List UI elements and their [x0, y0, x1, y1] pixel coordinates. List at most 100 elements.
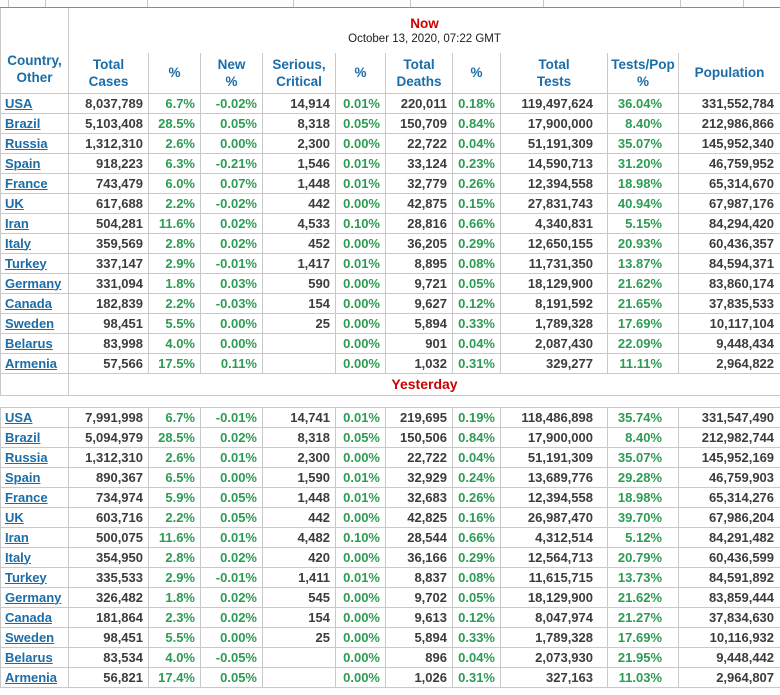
country-link[interactable]: Belarus: [5, 335, 53, 351]
tests-pop-pct-cell: 17.69%: [607, 627, 679, 648]
table-row: Belarus 83,998 4.0% 0.00% 0.00% 901 0.04…: [0, 333, 780, 354]
total-cases-cell: 83,534: [68, 647, 149, 668]
now-section-rows: USA 8,037,789 6.7% -0.02% 14,914 0.01% 2…: [0, 93, 780, 374]
country-link[interactable]: Spain: [5, 155, 41, 171]
new-pct-cell: -0.21%: [200, 153, 263, 174]
column-header-total-deaths: Total Deaths: [385, 53, 453, 94]
country-link[interactable]: UK: [5, 195, 24, 211]
deaths-pct-cell: 0.31%: [452, 667, 501, 688]
country-link[interactable]: Turkey: [5, 255, 47, 271]
deaths-pct-cell: 0.05%: [452, 587, 501, 608]
country-link[interactable]: USA: [5, 95, 33, 111]
serious-critical-cell: 1,546: [262, 153, 336, 174]
serious-critical-cell: 1,411: [262, 567, 336, 588]
deaths-pct-cell: 0.04%: [452, 447, 501, 468]
yesterday-section-banner: Yesterday: [68, 373, 780, 396]
new-pct-cell: 0.11%: [200, 353, 263, 374]
table-row: Russia 1,312,310 2.6% 0.00% 2,300 0.00% …: [0, 133, 780, 154]
country-link[interactable]: UK: [5, 509, 24, 525]
population-cell: 83,859,444: [678, 587, 780, 608]
new-pct-cell: -0.03%: [200, 293, 263, 314]
table-row: Brazil 5,094,979 28.5% 0.02% 8,318 0.05%…: [0, 427, 780, 448]
country-cell: UK: [0, 193, 69, 214]
country-link[interactable]: Brazil: [5, 429, 41, 445]
country-link[interactable]: Sweden: [5, 629, 55, 645]
country-link[interactable]: Canada: [5, 295, 52, 311]
column-header-total-cases: Total Cases: [68, 53, 149, 94]
serious-pct-cell: 0.01%: [335, 567, 386, 588]
new-pct-cell: 0.05%: [200, 487, 263, 508]
country-link[interactable]: USA: [5, 409, 33, 425]
population-cell: 67,986,204: [678, 507, 780, 528]
country-link[interactable]: Turkey: [5, 569, 47, 585]
serious-pct-cell: 0.00%: [335, 193, 386, 214]
cases-pct-cell: 17.4%: [148, 667, 201, 688]
country-link[interactable]: Armenia: [5, 355, 58, 371]
tests-pop-pct-cell: 20.93%: [607, 233, 679, 254]
country-link[interactable]: Belarus: [5, 649, 53, 665]
new-pct-cell: 0.03%: [200, 273, 263, 294]
country-link[interactable]: Armenia: [5, 669, 58, 685]
total-deaths-cell: 5,894: [385, 627, 453, 648]
country-link[interactable]: France: [5, 489, 48, 505]
tests-pop-pct-cell: 21.27%: [607, 607, 679, 628]
serious-pct-cell: 0.00%: [335, 313, 386, 334]
country-link[interactable]: Italy: [5, 235, 32, 251]
country-link[interactable]: Germany: [5, 275, 62, 291]
new-pct-cell: 0.05%: [200, 667, 263, 688]
new-pct-cell: 0.05%: [200, 113, 263, 134]
new-pct-cell: -0.02%: [200, 93, 263, 114]
grid-line: [293, 0, 294, 7]
total-deaths-cell: 8,895: [385, 253, 453, 274]
serious-critical-cell: 4,482: [262, 527, 336, 548]
section-spacer: [0, 395, 780, 408]
population-cell: 9,448,434: [678, 333, 780, 354]
serious-pct-cell: 0.05%: [335, 113, 386, 134]
country-link[interactable]: Brazil: [5, 115, 41, 131]
population-cell: 212,986,866: [678, 113, 780, 134]
population-cell: 331,547,490: [678, 407, 780, 428]
population-cell: 2,964,822: [678, 353, 780, 374]
country-cell: Spain: [0, 467, 69, 488]
country-link[interactable]: France: [5, 175, 48, 191]
tests-pop-pct-cell: 36.04%: [607, 93, 679, 114]
table-row: France 734,974 5.9% 0.05% 1,448 0.01% 32…: [0, 487, 780, 508]
country-link[interactable]: Sweden: [5, 315, 55, 331]
country-cell: Turkey: [0, 567, 69, 588]
tests-pop-pct-cell: 18.98%: [607, 173, 679, 194]
total-tests-cell: 4,340,831: [500, 213, 608, 234]
total-tests-cell: 2,087,430: [500, 333, 608, 354]
total-cases-cell: 354,950: [68, 547, 149, 568]
country-link[interactable]: Canada: [5, 609, 52, 625]
tests-pop-pct-cell: 35.07%: [607, 447, 679, 468]
country-link[interactable]: Russia: [5, 449, 48, 465]
total-deaths-cell: 901: [385, 333, 453, 354]
table-row: Italy 359,569 2.8% 0.02% 452 0.00% 36,20…: [0, 233, 780, 254]
country-link[interactable]: Italy: [5, 549, 32, 565]
population-cell: 37,834,630: [678, 607, 780, 628]
tests-pop-pct-cell: 21.62%: [607, 587, 679, 608]
tests-pop-pct-cell: 8.40%: [607, 427, 679, 448]
grid-line: [743, 0, 744, 7]
total-deaths-cell: 36,205: [385, 233, 453, 254]
country-link[interactable]: Iran: [5, 215, 29, 231]
deaths-pct-cell: 0.18%: [452, 93, 501, 114]
country-link[interactable]: Russia: [5, 135, 48, 151]
yesterday-banner-row: Yesterday: [0, 373, 780, 396]
country-link[interactable]: Spain: [5, 469, 41, 485]
population-cell: 84,591,892: [678, 567, 780, 588]
table-row: Turkey 335,533 2.9% -0.01% 1,411 0.01% 8…: [0, 567, 780, 588]
yesterday-section-rows: USA 7,991,998 6.7% -0.01% 14,741 0.01% 2…: [0, 407, 780, 688]
population-cell: 331,552,784: [678, 93, 780, 114]
population-cell: 67,987,176: [678, 193, 780, 214]
country-link[interactable]: Iran: [5, 529, 29, 545]
total-tests-cell: 12,394,558: [500, 173, 608, 194]
total-cases-cell: 83,998: [68, 333, 149, 354]
table-row: Italy 354,950 2.8% 0.02% 420 0.00% 36,16…: [0, 547, 780, 568]
total-cases-cell: 331,094: [68, 273, 149, 294]
cases-pct-cell: 1.8%: [148, 273, 201, 294]
country-link[interactable]: Germany: [5, 589, 62, 605]
country-stats-table: Country, Other Now October 13, 2020, 07:…: [0, 8, 780, 688]
grid-line: [410, 0, 411, 7]
total-cases-cell: 326,482: [68, 587, 149, 608]
